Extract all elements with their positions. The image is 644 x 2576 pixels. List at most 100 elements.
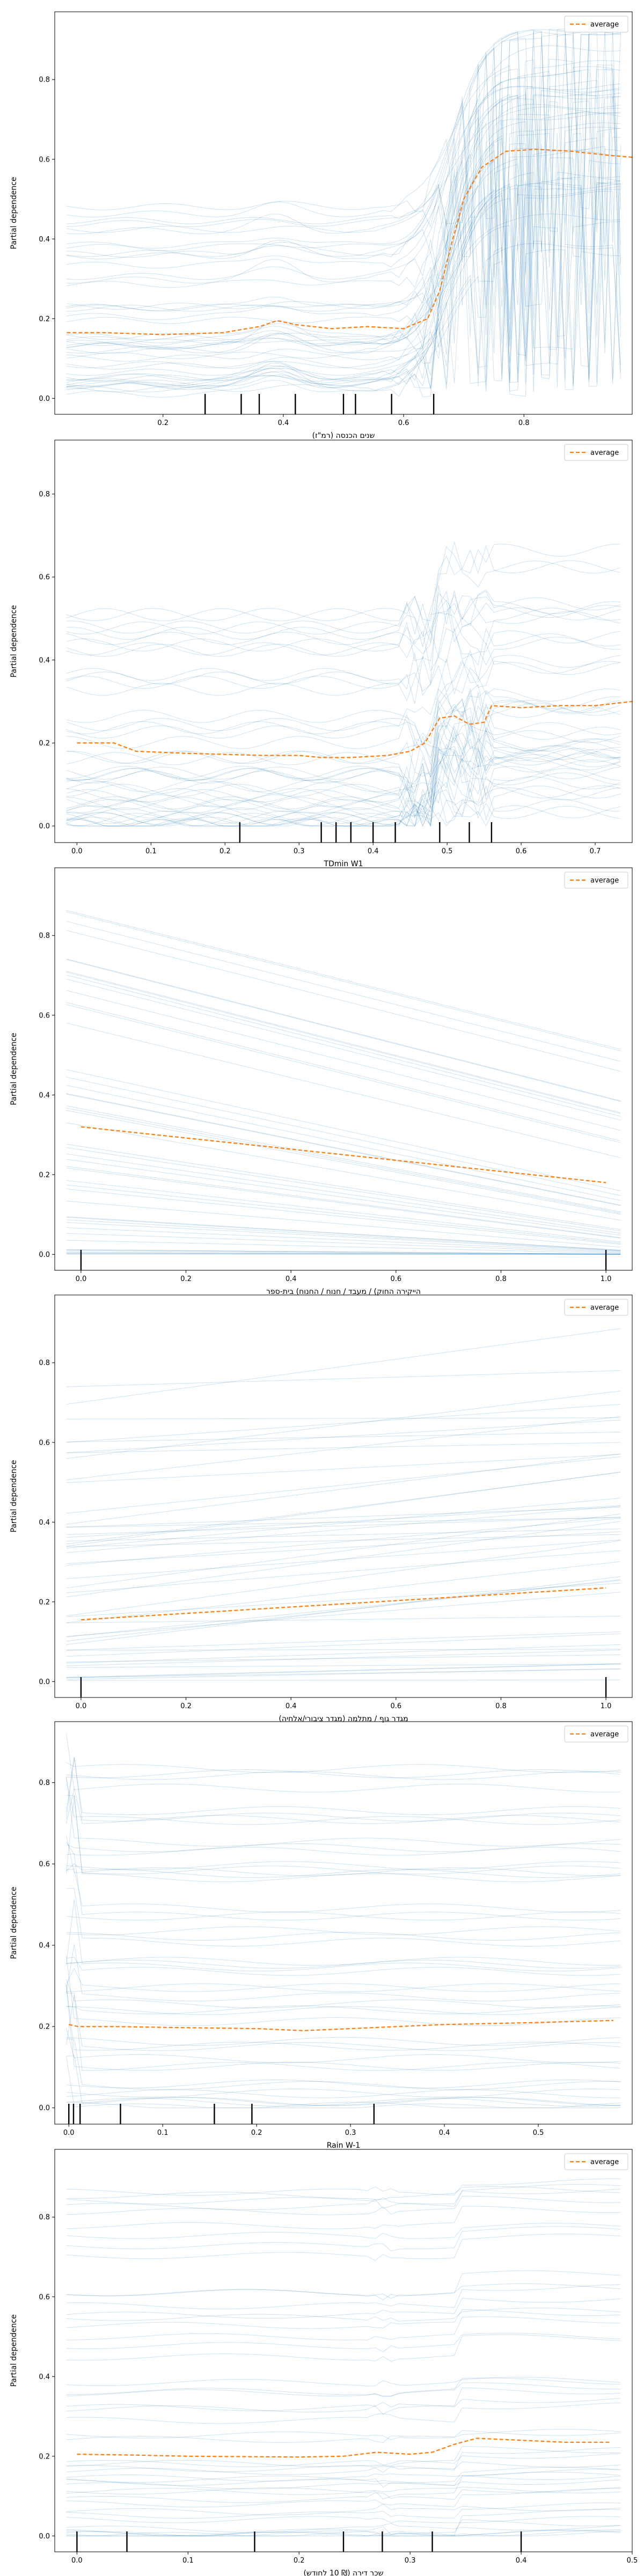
ice-line bbox=[66, 720, 621, 818]
y-tick-label: 0.8 bbox=[39, 1359, 50, 1367]
ice-line bbox=[66, 545, 621, 621]
ice-line bbox=[66, 180, 621, 380]
ice-line bbox=[66, 910, 621, 1050]
x-tick-label: 0.0 bbox=[76, 1702, 87, 1710]
y-tick-label: 0.2 bbox=[39, 1598, 50, 1606]
chart-panel-1: 0.2 0.4 0.6 0.8 0.0 0.2 0.4 0.6 0.8 שנים הכנסה (ר… bbox=[10, 11, 633, 440]
ice-line bbox=[66, 2516, 621, 2523]
ice-line bbox=[66, 2309, 621, 2329]
ice-line bbox=[66, 1664, 621, 1668]
ice-line bbox=[66, 1069, 621, 1191]
ice-line bbox=[66, 1456, 621, 1514]
ice-line bbox=[66, 29, 621, 284]
y-tick-label: 0.2 bbox=[39, 740, 50, 748]
x-tick-label: 0.0 bbox=[71, 847, 83, 855]
ice-line bbox=[66, 2088, 621, 2098]
ice-line bbox=[66, 621, 621, 666]
ice-line bbox=[66, 1184, 621, 1244]
ice-line bbox=[66, 2055, 621, 2106]
ice-line bbox=[66, 661, 621, 747]
ice-line bbox=[66, 2184, 621, 2205]
x-tick-label: 0.5 bbox=[533, 2129, 544, 2137]
legend-label: average bbox=[590, 2158, 619, 2167]
chart-panel-6: 0.0 0.1 0.2 0.3 0.4 0.5 0.0 0.2 0.4 0.6 0.8 שכר דיר… bbox=[10, 2149, 638, 2576]
ice-line bbox=[66, 177, 621, 347]
ice-line bbox=[66, 702, 621, 804]
ice-line bbox=[66, 1762, 621, 1773]
ice-line bbox=[66, 113, 621, 288]
ice-line bbox=[66, 747, 621, 817]
ice-line bbox=[66, 724, 621, 792]
ice-line bbox=[66, 1539, 621, 1579]
ice-line bbox=[66, 2446, 621, 2468]
ice-line bbox=[66, 2079, 621, 2089]
ice-line bbox=[66, 1757, 621, 1822]
ice-line bbox=[66, 684, 621, 747]
ice-line bbox=[66, 2028, 621, 2063]
ice-line bbox=[66, 1252, 621, 1255]
ice-line bbox=[66, 787, 621, 827]
legend: average bbox=[564, 2153, 628, 2170]
y-tick-label: 0.0 bbox=[39, 2104, 50, 2112]
ice-line bbox=[66, 748, 621, 827]
ice-line bbox=[66, 990, 621, 1131]
axes-frame bbox=[54, 440, 633, 843]
ice-lines bbox=[66, 1328, 621, 1681]
ice-line bbox=[66, 1631, 621, 1651]
y-tick-label: 0.6 bbox=[39, 1439, 50, 1447]
ice-line bbox=[66, 2270, 621, 2301]
ice-line bbox=[66, 1757, 621, 1815]
ice-line bbox=[66, 1442, 621, 1453]
ice-line bbox=[66, 2097, 621, 2106]
ice-line bbox=[66, 1540, 621, 1616]
ice-line bbox=[66, 2089, 621, 2098]
ice-line bbox=[66, 745, 621, 826]
y-tick-label: 0.2 bbox=[39, 315, 50, 323]
ice-line bbox=[66, 1668, 621, 1680]
ice-line bbox=[66, 1517, 621, 1535]
ice-line bbox=[66, 2189, 621, 2210]
ice-line bbox=[66, 1513, 621, 1589]
ice-line bbox=[66, 1959, 621, 1968]
y-tick-label: 0.6 bbox=[39, 156, 50, 164]
ice-lines bbox=[66, 2178, 621, 2536]
ice-line bbox=[66, 1733, 621, 1792]
ice-line bbox=[66, 1841, 621, 1856]
y-tick-label: 0.8 bbox=[39, 932, 50, 940]
x-axis-label: TDmin W1 bbox=[324, 860, 363, 868]
ice-line bbox=[66, 1887, 621, 1947]
x-tick-label: 0.2 bbox=[251, 2129, 262, 2137]
ice-line bbox=[66, 2429, 621, 2440]
ice-line bbox=[66, 2479, 621, 2490]
ice-line bbox=[66, 1912, 621, 1921]
legend: average bbox=[564, 444, 628, 461]
ice-line bbox=[66, 780, 621, 827]
ice-line bbox=[66, 595, 621, 704]
ice-line bbox=[66, 2308, 621, 2322]
ice-line bbox=[66, 240, 621, 368]
ice-line bbox=[66, 1085, 621, 1201]
ice-line bbox=[66, 757, 621, 826]
x-tick-label: 0.2 bbox=[294, 2557, 305, 2565]
x-tick-label: 0.4 bbox=[516, 2557, 527, 2565]
ice-line bbox=[66, 958, 621, 1101]
ice-line bbox=[66, 243, 621, 376]
axes-frame bbox=[54, 11, 633, 415]
ice-line bbox=[66, 1110, 621, 1215]
x-tick-label: 0.2 bbox=[219, 847, 231, 855]
ice-line bbox=[66, 716, 621, 814]
ice-line bbox=[66, 1580, 621, 1637]
chart-panel-4: 0.0 0.2 0.4 0.6 0.8 1.0 0.0 0.2 0.4 0.6 0.8 מגדר גו… bbox=[10, 1294, 633, 1723]
ice-line bbox=[66, 714, 621, 750]
ice-line bbox=[66, 2178, 621, 2196]
average-line bbox=[67, 149, 633, 335]
ice-line bbox=[66, 2186, 621, 2200]
ice-line bbox=[66, 2473, 621, 2482]
ice-line bbox=[66, 2098, 621, 2107]
ice-line bbox=[66, 1579, 621, 1642]
ice-line bbox=[66, 1077, 621, 1196]
legend: average bbox=[564, 16, 628, 33]
ice-line bbox=[66, 1004, 621, 1143]
ice-line bbox=[66, 1616, 621, 1623]
ice-line bbox=[66, 2284, 621, 2309]
